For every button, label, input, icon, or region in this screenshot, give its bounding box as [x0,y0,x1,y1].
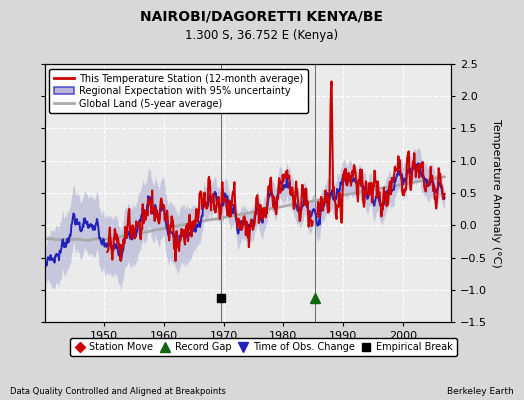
Legend: Station Move, Record Gap, Time of Obs. Change, Empirical Break: Station Move, Record Gap, Time of Obs. C… [70,338,457,356]
Text: NAIROBI/DAGORETTI KENYA/BE: NAIROBI/DAGORETTI KENYA/BE [140,10,384,24]
Text: Berkeley Earth: Berkeley Earth [447,387,514,396]
Y-axis label: Temperature Anomaly (°C): Temperature Anomaly (°C) [490,119,500,267]
Text: 1.300 S, 36.752 E (Kenya): 1.300 S, 36.752 E (Kenya) [185,29,339,42]
Text: Data Quality Controlled and Aligned at Breakpoints: Data Quality Controlled and Aligned at B… [10,387,226,396]
Legend: This Temperature Station (12-month average), Regional Expectation with 95% uncer: This Temperature Station (12-month avera… [49,69,308,114]
